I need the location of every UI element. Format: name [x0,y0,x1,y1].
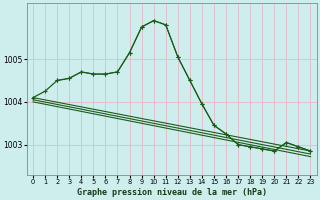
X-axis label: Graphe pression niveau de la mer (hPa): Graphe pression niveau de la mer (hPa) [77,188,267,197]
